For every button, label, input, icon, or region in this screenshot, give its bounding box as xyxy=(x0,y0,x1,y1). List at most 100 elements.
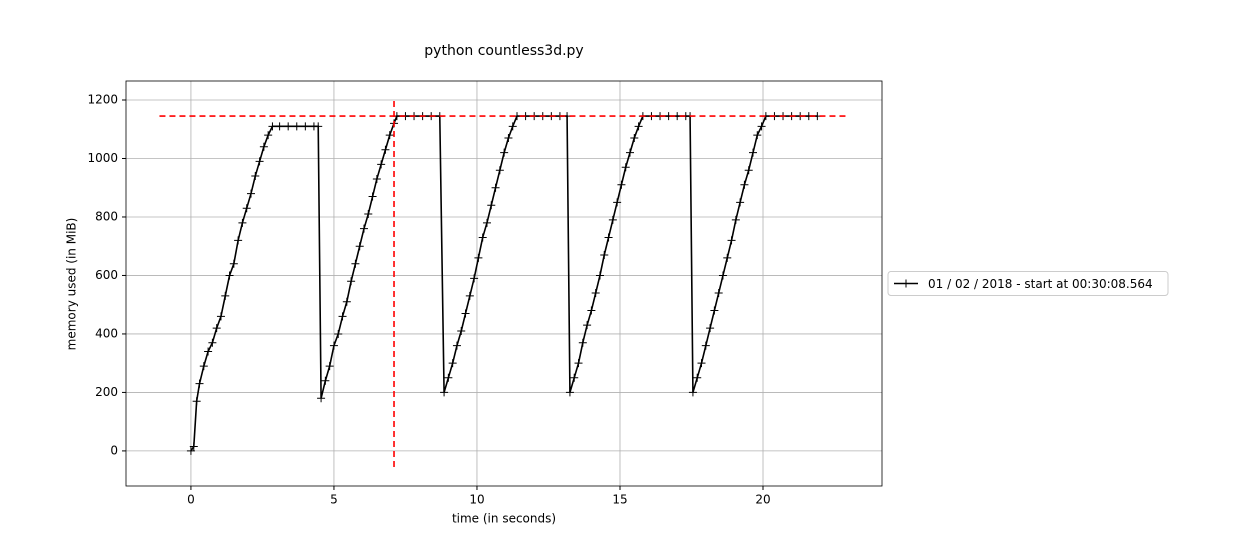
marker xyxy=(204,347,213,356)
marker xyxy=(329,341,338,350)
marker xyxy=(757,122,766,131)
marker xyxy=(748,148,757,157)
marker xyxy=(225,271,234,280)
marker xyxy=(706,324,715,333)
y-axis-label: memory used (in MiB) xyxy=(65,218,79,351)
marker xyxy=(338,312,347,321)
x-tick-label: 0 xyxy=(187,493,195,507)
marker xyxy=(731,215,740,224)
marker xyxy=(264,131,273,140)
marker xyxy=(744,166,753,175)
marker xyxy=(604,233,613,242)
marker xyxy=(246,189,255,198)
marker xyxy=(452,341,461,350)
marker xyxy=(491,183,500,192)
y-tick-label: 400 xyxy=(95,326,118,340)
marker xyxy=(212,324,221,333)
marker xyxy=(195,379,204,388)
marker xyxy=(697,359,706,368)
marker xyxy=(504,134,513,143)
marker xyxy=(355,242,364,251)
legend-label: 01 / 02 / 2018 - start at 00:30:08.564 xyxy=(928,277,1153,291)
marker xyxy=(234,236,243,245)
marker xyxy=(718,271,727,280)
chart-title: python countless3d.py xyxy=(424,43,583,59)
marker xyxy=(221,291,230,300)
marker xyxy=(727,236,736,245)
y-tick-label: 1200 xyxy=(87,93,118,107)
marker xyxy=(255,157,264,166)
marker xyxy=(351,259,360,268)
marker xyxy=(736,198,745,207)
marker xyxy=(342,297,351,306)
plot-frame xyxy=(125,80,883,487)
marker xyxy=(314,122,323,131)
x-axis-label: time (in seconds) xyxy=(452,512,556,526)
marker xyxy=(461,309,470,318)
marker xyxy=(317,394,326,403)
marker xyxy=(500,148,509,157)
marker xyxy=(482,218,491,227)
marker xyxy=(189,442,198,451)
marker xyxy=(565,388,574,397)
x-tick-label: 15 xyxy=(612,493,627,507)
marker xyxy=(630,134,639,143)
marker xyxy=(574,359,583,368)
marker xyxy=(465,291,474,300)
marker xyxy=(301,122,310,131)
marker xyxy=(284,122,293,131)
marker xyxy=(377,160,386,169)
marker xyxy=(444,373,453,382)
marker xyxy=(199,362,208,371)
legend-box xyxy=(887,271,1169,296)
marker xyxy=(364,210,373,219)
marker xyxy=(470,274,479,283)
marker xyxy=(474,253,483,262)
marker xyxy=(693,373,702,382)
marker xyxy=(587,306,596,315)
x-tick-label: 5 xyxy=(330,493,338,507)
marker xyxy=(710,306,719,315)
y-tick-label: 1000 xyxy=(87,151,118,165)
marker xyxy=(208,338,217,347)
marker xyxy=(229,259,238,268)
marker xyxy=(583,321,592,330)
marker xyxy=(216,312,225,321)
marker xyxy=(613,198,622,207)
marker xyxy=(321,376,330,385)
x-tick-label: 20 xyxy=(755,493,770,507)
marker xyxy=(626,148,634,157)
marker xyxy=(372,174,381,183)
x-tick-label: 10 xyxy=(469,493,484,507)
marker xyxy=(334,329,343,338)
marker xyxy=(478,233,487,242)
marker xyxy=(325,362,334,371)
marker xyxy=(621,163,630,172)
marker xyxy=(753,131,762,140)
legend-marker xyxy=(902,279,910,288)
y-tick-label: 0 xyxy=(110,443,118,457)
marker xyxy=(688,388,697,397)
marker xyxy=(457,327,466,336)
marker xyxy=(440,388,449,397)
marker xyxy=(381,145,390,154)
marker xyxy=(242,204,251,213)
y-tick-label: 200 xyxy=(95,385,118,399)
marker xyxy=(634,122,643,131)
marker xyxy=(448,359,457,368)
marker xyxy=(292,122,301,131)
marker xyxy=(259,142,268,151)
marker xyxy=(591,289,600,298)
marker xyxy=(268,122,277,131)
marker xyxy=(275,122,284,131)
y-tick-label: 600 xyxy=(95,268,118,282)
marker xyxy=(740,180,749,189)
marker xyxy=(347,277,356,286)
marker xyxy=(701,341,710,350)
marker xyxy=(487,201,496,210)
marker xyxy=(385,131,394,140)
marker xyxy=(714,289,723,298)
marker xyxy=(723,253,732,262)
